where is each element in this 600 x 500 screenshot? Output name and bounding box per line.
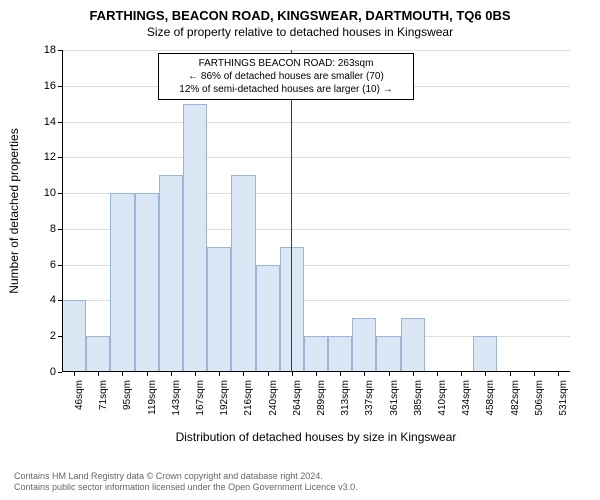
x-tick-mark <box>340 372 341 376</box>
x-tick-label: 361sqm <box>389 380 400 416</box>
x-axis-label: Distribution of detached houses by size … <box>62 430 570 444</box>
x-tick-label: 289sqm <box>316 380 327 416</box>
attribution-text: Contains HM Land Registry data © Crown c… <box>14 471 358 494</box>
histogram-bar <box>304 336 328 372</box>
gridline <box>62 50 570 51</box>
histogram-bar <box>231 175 255 372</box>
x-tick-mark <box>485 372 486 376</box>
gridline <box>62 157 570 158</box>
x-tick-mark <box>558 372 559 376</box>
histogram-bar <box>401 318 425 372</box>
x-tick-label: 458sqm <box>485 380 496 416</box>
x-tick-label: 337sqm <box>364 380 375 416</box>
histogram-bar <box>473 336 497 372</box>
x-tick-mark <box>74 372 75 376</box>
x-tick-label: 46sqm <box>74 380 85 410</box>
histogram-bar <box>207 247 231 372</box>
x-tick-label: 385sqm <box>413 380 424 416</box>
annotation-box: FARTHINGS BEACON ROAD: 263sqm← 86% of de… <box>158 53 414 100</box>
x-tick-label: 264sqm <box>292 380 303 416</box>
x-tick-mark <box>98 372 99 376</box>
x-tick-mark <box>534 372 535 376</box>
chart-title-main: FARTHINGS, BEACON ROAD, KINGSWEAR, DARTM… <box>0 0 600 23</box>
x-tick-mark <box>147 372 148 376</box>
x-tick-mark <box>510 372 511 376</box>
x-tick-label: 531sqm <box>558 380 569 416</box>
x-tick-mark <box>316 372 317 376</box>
x-tick-label: 313sqm <box>340 380 351 416</box>
x-tick-label: 192sqm <box>219 380 230 416</box>
annotation-line3: 12% of semi-detached houses are larger (… <box>165 83 407 96</box>
chart-container: FARTHINGS, BEACON ROAD, KINGSWEAR, DARTM… <box>0 0 600 500</box>
x-tick-mark <box>461 372 462 376</box>
x-tick-mark <box>122 372 123 376</box>
histogram-bar <box>86 336 110 372</box>
histogram-bar <box>159 175 183 372</box>
y-tick-mark <box>58 372 62 373</box>
histogram-bar <box>280 247 304 372</box>
x-tick-mark <box>292 372 293 376</box>
x-tick-label: 410sqm <box>437 380 448 416</box>
y-axis-line <box>62 50 63 372</box>
histogram-bar <box>183 104 207 372</box>
x-tick-mark <box>389 372 390 376</box>
histogram-bar <box>328 336 352 372</box>
y-axis-label: Number of detached properties <box>7 128 21 293</box>
histogram-bar <box>376 336 400 372</box>
x-tick-mark <box>437 372 438 376</box>
x-tick-label: 71sqm <box>98 380 109 410</box>
x-tick-mark <box>219 372 220 376</box>
attribution-line2: Contains public sector information licen… <box>14 482 358 494</box>
x-tick-mark <box>243 372 244 376</box>
gridline <box>62 122 570 123</box>
histogram-bar <box>352 318 376 372</box>
chart-title-sub: Size of property relative to detached ho… <box>0 23 600 39</box>
x-axis-line <box>62 371 570 372</box>
x-tick-label: 216sqm <box>243 380 254 416</box>
annotation-line2: ← 86% of detached houses are smaller (70… <box>165 70 407 83</box>
x-tick-label: 119sqm <box>147 380 158 415</box>
x-tick-label: 240sqm <box>268 380 279 416</box>
x-tick-label: 482sqm <box>510 380 521 416</box>
x-tick-mark <box>268 372 269 376</box>
plot-area: 02468101214161846sqm71sqm95sqm119sqm143s… <box>62 50 570 372</box>
x-tick-label: 167sqm <box>195 380 206 416</box>
histogram-bar <box>62 300 86 372</box>
x-tick-mark <box>364 372 365 376</box>
attribution-line1: Contains HM Land Registry data © Crown c… <box>14 471 358 483</box>
x-tick-label: 434sqm <box>461 380 472 416</box>
x-tick-label: 506sqm <box>534 380 545 416</box>
histogram-bar <box>110 193 134 372</box>
x-tick-mark <box>171 372 172 376</box>
x-tick-mark <box>413 372 414 376</box>
x-tick-mark <box>195 372 196 376</box>
histogram-bar <box>256 265 280 372</box>
annotation-line1: FARTHINGS BEACON ROAD: 263sqm <box>165 57 407 70</box>
x-tick-label: 95sqm <box>122 380 133 410</box>
x-tick-label: 143sqm <box>171 380 182 416</box>
histogram-bar <box>135 193 159 372</box>
